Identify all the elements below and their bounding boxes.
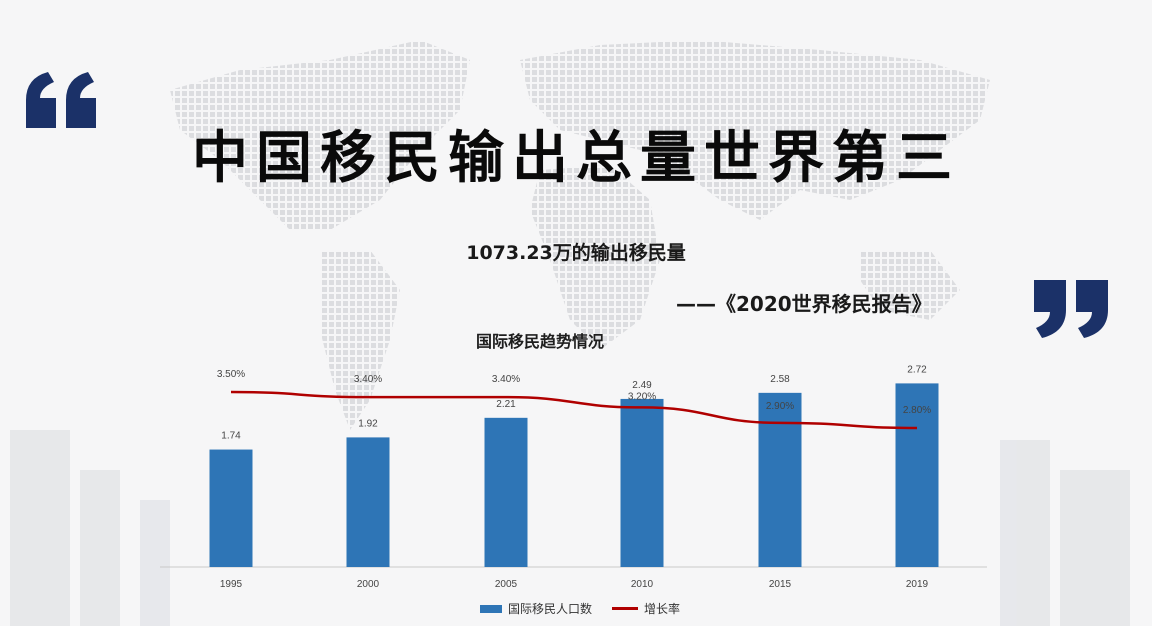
bar-value-label-2019: 2.72 xyxy=(907,364,927,375)
bar-value-label-2005: 2.21 xyxy=(496,399,516,410)
rate-label-1995: 3.50% xyxy=(217,369,245,380)
chart-legend: 国际移民人口数 增长率 xyxy=(480,600,680,617)
bar-2015 xyxy=(758,392,802,567)
x-tick-label-2005: 2005 xyxy=(495,579,518,590)
bar-1995 xyxy=(209,449,253,567)
legend-label-growth: 增长率 xyxy=(644,602,681,616)
bar-2000 xyxy=(346,437,390,567)
bar-value-label-1995: 1.74 xyxy=(221,431,241,442)
legend-line-swatch xyxy=(612,607,639,610)
x-tick-label-2010: 2010 xyxy=(631,579,654,590)
bar-2019 xyxy=(895,383,939,567)
legend-label-population: 国际移民人口数 xyxy=(508,602,593,616)
x-tick-label-1995: 1995 xyxy=(220,579,243,590)
source-citation: ——《2020世界移民报告》 xyxy=(676,292,932,316)
rate-label-2000: 3.40% xyxy=(354,374,382,385)
x-tick-label-2015: 2015 xyxy=(769,579,792,590)
legend-bar-swatch xyxy=(480,604,502,613)
chart-title: 国际移民趋势情况 xyxy=(475,332,604,351)
bar-value-label-2000: 1.92 xyxy=(358,418,378,429)
rate-label-2015: 2.90% xyxy=(766,401,794,412)
bar-2010 xyxy=(620,398,664,567)
close-quote-icon xyxy=(1034,280,1108,338)
bar-value-label-2010: 2.49 xyxy=(632,380,652,391)
bar-value-label-2015: 2.58 xyxy=(770,374,790,385)
rate-label-2019: 2.80% xyxy=(903,405,931,416)
growth-rate-line xyxy=(230,390,918,430)
subtitle: 1073.23万的输出移民量 xyxy=(466,242,686,264)
bar-2005 xyxy=(484,417,528,567)
open-quote-icon xyxy=(26,72,96,128)
page-title: 中国移民输出总量世界第三 xyxy=(192,126,960,191)
x-tick-label-2000: 2000 xyxy=(357,579,380,590)
x-tick-label-2019: 2019 xyxy=(906,579,929,590)
rate-label-2005: 3.40% xyxy=(492,374,520,385)
rate-label-2010: 3.20% xyxy=(628,391,656,402)
